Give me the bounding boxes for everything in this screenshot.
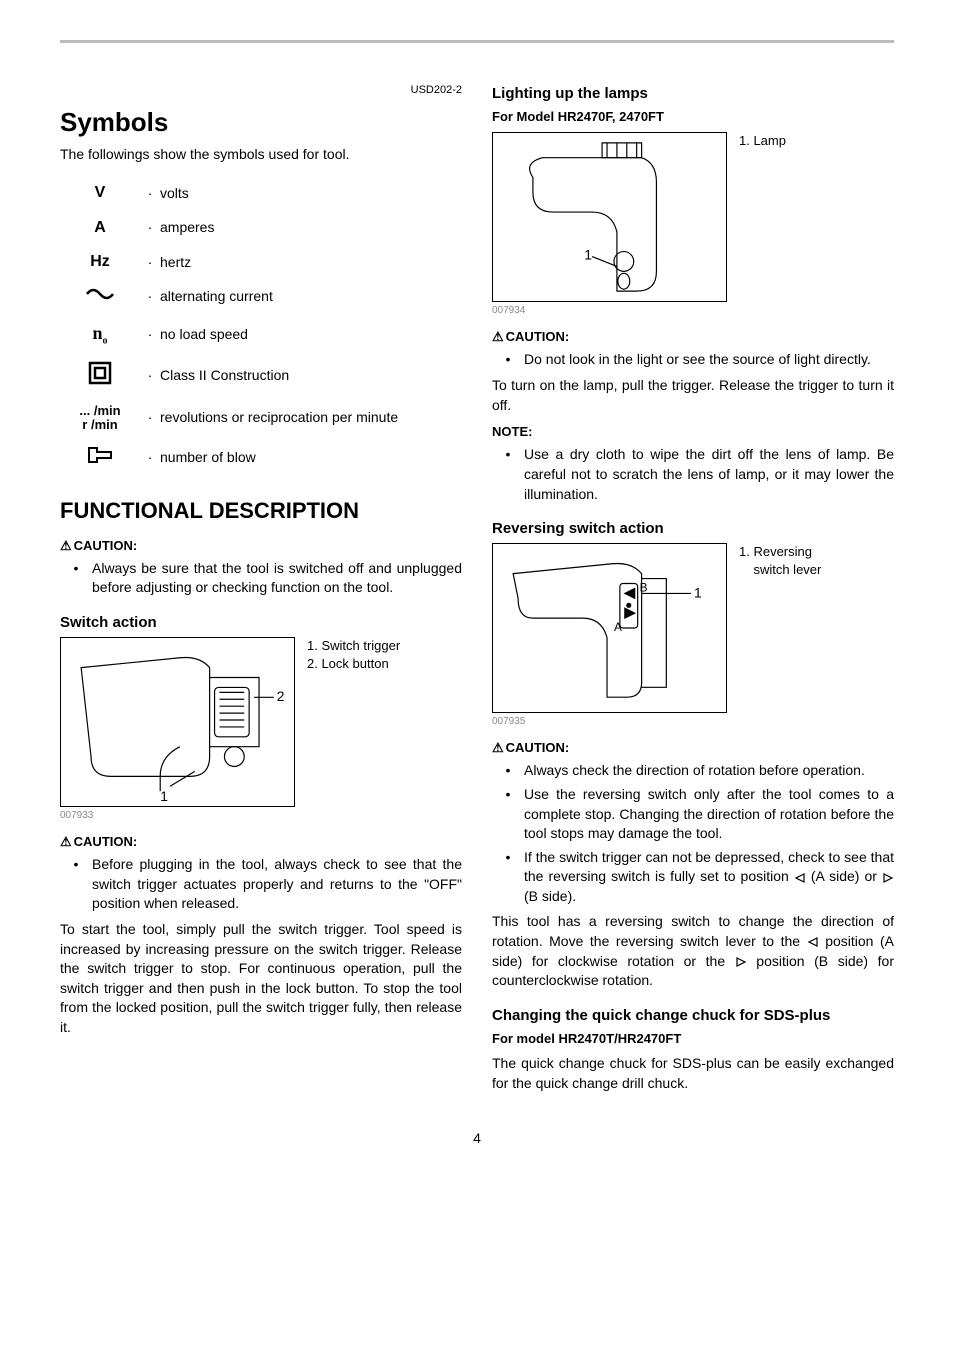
lamp-figure-wrap: 1 1. Lamp — [492, 132, 894, 302]
lamp-body: To turn on the lamp, pull the trigger. R… — [492, 376, 894, 415]
sym-row-v: V · volts — [60, 182, 462, 204]
switch-figure: 2 1 — [60, 637, 295, 807]
lamp-subheading: For Model HR2470F, 2470FT — [492, 108, 894, 126]
sym-row-ac: · alternating current — [60, 286, 462, 309]
two-column-layout: USD202-2 Symbols The followings show the… — [60, 83, 894, 1099]
sym-blow-icon — [60, 445, 140, 472]
note-list: •Use a dry cloth to wipe the dirt off th… — [492, 445, 894, 504]
switch-figure-caption: 1. Switch trigger 2. Lock button — [307, 637, 400, 673]
svg-text:1: 1 — [694, 584, 702, 600]
switch-figure-id: 007933 — [60, 809, 462, 823]
switch-body: To start the tool, simply pull the switc… — [60, 920, 462, 1038]
sym-rpm: ... /minr /min — [60, 404, 140, 433]
sym-row-class2: · Class II Construction — [60, 361, 462, 392]
reversing-figure-wrap: B A 1 1. Reversing switch lever — [492, 543, 894, 713]
reversing-body: This tool has a reversing switch to chan… — [492, 912, 894, 990]
symbols-intro: The followings show the symbols used for… — [60, 145, 462, 165]
caution-4: ⚠CAUTION: — [492, 739, 894, 757]
sym-noload-icon: no — [60, 321, 140, 349]
reversing-heading: Reversing switch action — [492, 518, 894, 539]
svg-text:B: B — [640, 581, 648, 595]
warning-icon: ⚠ — [60, 538, 72, 553]
sym-ac-icon — [60, 286, 140, 309]
sym-row-rpm: ... /minr /min · revolutions or reciproc… — [60, 404, 462, 433]
sym-row-hz: Hz · hertz — [60, 251, 462, 273]
doc-code: USD202-2 — [60, 83, 462, 98]
warning-icon: ⚠ — [60, 834, 72, 849]
caution-2: ⚠CAUTION: — [60, 833, 462, 851]
top-rule — [60, 40, 894, 43]
left-column: USD202-2 Symbols The followings show the… — [60, 83, 462, 1099]
caution-3-list: •Do not look in the light or see the sou… — [492, 350, 894, 370]
caution-4-list: •Always check the direction of rotation … — [492, 761, 894, 906]
sym-v: V — [60, 182, 140, 204]
caution-3: ⚠CAUTION: — [492, 328, 894, 346]
sym-row-blow: · number of blow — [60, 445, 462, 472]
svg-text:1: 1 — [584, 247, 592, 263]
functional-desc-heading: FUNCTIONAL DESCRIPTION — [60, 496, 462, 527]
warning-icon: ⚠ — [492, 329, 504, 344]
svg-text:2: 2 — [277, 688, 285, 704]
right-column: Lighting up the lamps For Model HR2470F,… — [492, 83, 894, 1099]
page-number: 4 — [60, 1129, 894, 1149]
sym-row-a: A · amperes — [60, 217, 462, 239]
svg-text:1: 1 — [160, 788, 168, 804]
chuck-subheading: For model HR2470T/HR2470FT — [492, 1030, 894, 1048]
lamp-heading: Lighting up the lamps — [492, 83, 894, 104]
caution-4-item-3: If the switch trigger can not be depress… — [524, 848, 894, 907]
reversing-figure-id: 007935 — [492, 715, 894, 729]
lamp-figure-id: 007934 — [492, 304, 894, 318]
caution-2-list: •Before plugging in the tool, always che… — [60, 855, 462, 914]
note-label: NOTE: — [492, 423, 894, 441]
switch-figure-wrap: 2 1 1. Switch trigger 2. Lock button — [60, 637, 462, 807]
chuck-body: The quick change chuck for SDS-plus can … — [492, 1054, 894, 1093]
svg-text:A: A — [614, 620, 622, 634]
sym-row-noload: no · no load speed — [60, 321, 462, 349]
reversing-figure: B A 1 — [492, 543, 727, 713]
sym-hz: Hz — [60, 251, 140, 273]
caution-1: ⚠CAUTION: — [60, 537, 462, 555]
warning-icon: ⚠ — [492, 740, 504, 755]
reversing-figure-caption: 1. Reversing switch lever — [739, 543, 821, 579]
switch-action-heading: Switch action — [60, 612, 462, 633]
lamp-figure-caption: 1. Lamp — [739, 132, 786, 150]
caution-1-list: •Always be sure that the tool is switche… — [60, 559, 462, 598]
symbols-table: V · volts A · amperes Hz · hertz · alter… — [60, 182, 462, 472]
sym-a: A — [60, 217, 140, 239]
symbols-heading: Symbols — [60, 104, 462, 140]
sym-class2-icon — [60, 361, 140, 392]
lamp-figure: 1 — [492, 132, 727, 302]
chuck-heading: Changing the quick change chuck for SDS-… — [492, 1005, 894, 1026]
